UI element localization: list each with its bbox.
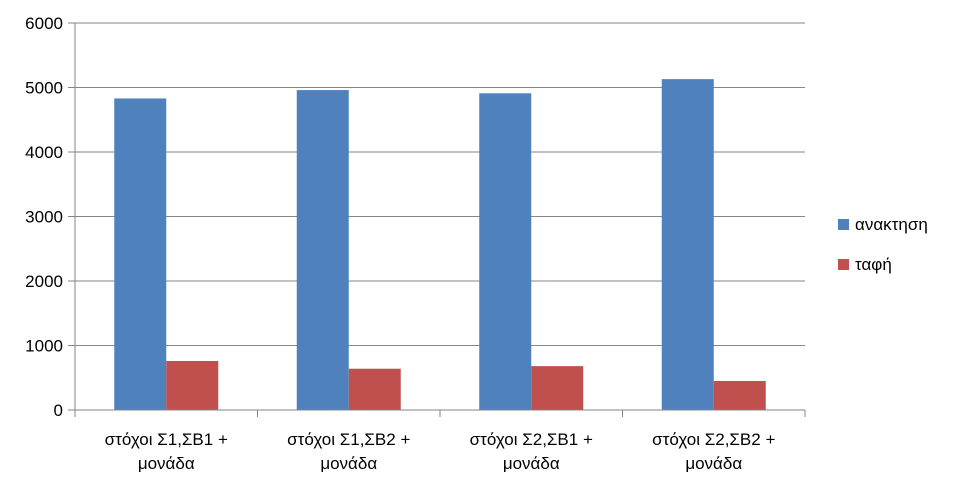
y-tick-label: 6000: [25, 14, 63, 33]
y-tick-label: 1000: [25, 337, 63, 356]
y-tick-label: 0: [54, 401, 63, 420]
legend-label: ανακτηση: [855, 215, 928, 234]
x-category-label: μονάδα: [320, 454, 377, 473]
bars: [114, 79, 766, 411]
x-category-label: στόχοι Σ1,ΣΒ1 +: [105, 430, 228, 449]
x-category-label: μονάδα: [685, 454, 742, 473]
y-tick-label: 4000: [25, 143, 63, 162]
bar-recovery: [479, 93, 532, 411]
bar-landfill: [348, 368, 401, 410]
bar-landfill: [531, 366, 584, 410]
x-axis-categories: στόχοι Σ1,ΣΒ1 + μονάδα στόχοι Σ1,ΣΒ2 + μονά…: [105, 430, 776, 473]
y-tick-label: 2000: [25, 272, 63, 291]
x-category-label: στόχοι Σ2,ΣΒ1 +: [470, 430, 593, 449]
y-tick-label: 3000: [25, 208, 63, 227]
legend-swatch: [838, 259, 849, 270]
bar-recovery: [114, 98, 167, 410]
legend: ανακτηση ταφή: [838, 215, 928, 274]
legend-label: ταφή: [855, 255, 892, 274]
bar-recovery: [661, 79, 714, 411]
y-axis-ticks: 0 1000 2000 3000 4000 5000 6000: [25, 14, 75, 420]
y-tick-label: 5000: [25, 79, 63, 98]
bar-recovery: [296, 90, 349, 410]
legend-swatch: [838, 219, 849, 230]
x-category-label: μονάδα: [138, 454, 195, 473]
bar-landfill: [166, 360, 219, 410]
x-category-label: στόχοι Σ2,ΣΒ2 +: [652, 430, 775, 449]
x-category-label: στόχοι Σ1,ΣΒ2 +: [287, 430, 410, 449]
x-category-label: μονάδα: [503, 454, 560, 473]
bar-landfill: [713, 380, 766, 410]
